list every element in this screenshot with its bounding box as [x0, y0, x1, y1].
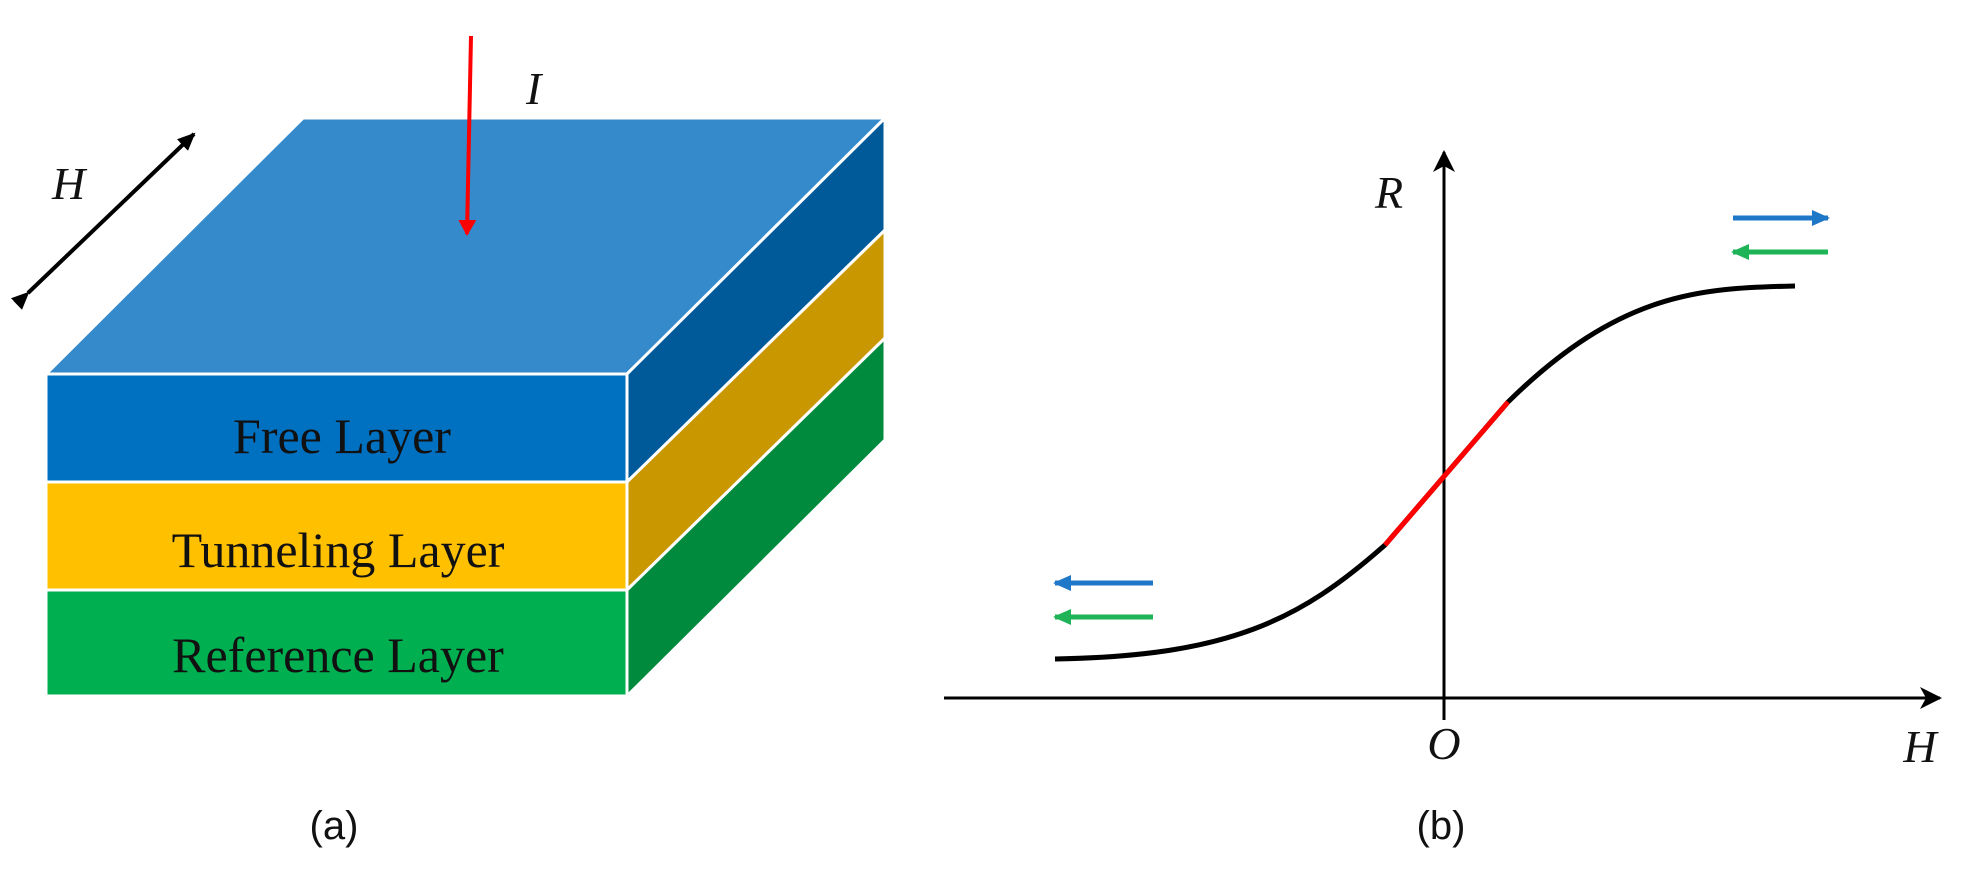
y-axis-label: R	[1374, 167, 1403, 218]
x-axis-label: H	[1902, 721, 1939, 772]
field-label: H	[51, 158, 88, 209]
rh-curve	[1054, 283, 1796, 662]
linear-region	[1383, 400, 1510, 547]
reference-layer-label: Reference Layer	[172, 627, 504, 683]
current-label: I	[525, 63, 544, 114]
tunneling-layer-label: Tunneling Layer	[172, 522, 505, 578]
caption-a: (a)	[310, 804, 359, 848]
origin-label: O	[1427, 718, 1460, 769]
mtj-stack: Free Layer Tunneling Layer Reference Lay…	[42, 114, 889, 700]
caption-b: (b)	[1417, 804, 1466, 848]
free-layer-front-face	[44, 372, 629, 484]
free-layer-label: Free Layer	[233, 408, 451, 464]
reference-layer-front-face	[44, 588, 629, 698]
field-double-arrow	[10, 132, 196, 310]
rh-plot: R O H	[944, 150, 1942, 772]
current-arrow	[458, 35, 477, 236]
tunneling-layer-front-face	[44, 480, 629, 592]
